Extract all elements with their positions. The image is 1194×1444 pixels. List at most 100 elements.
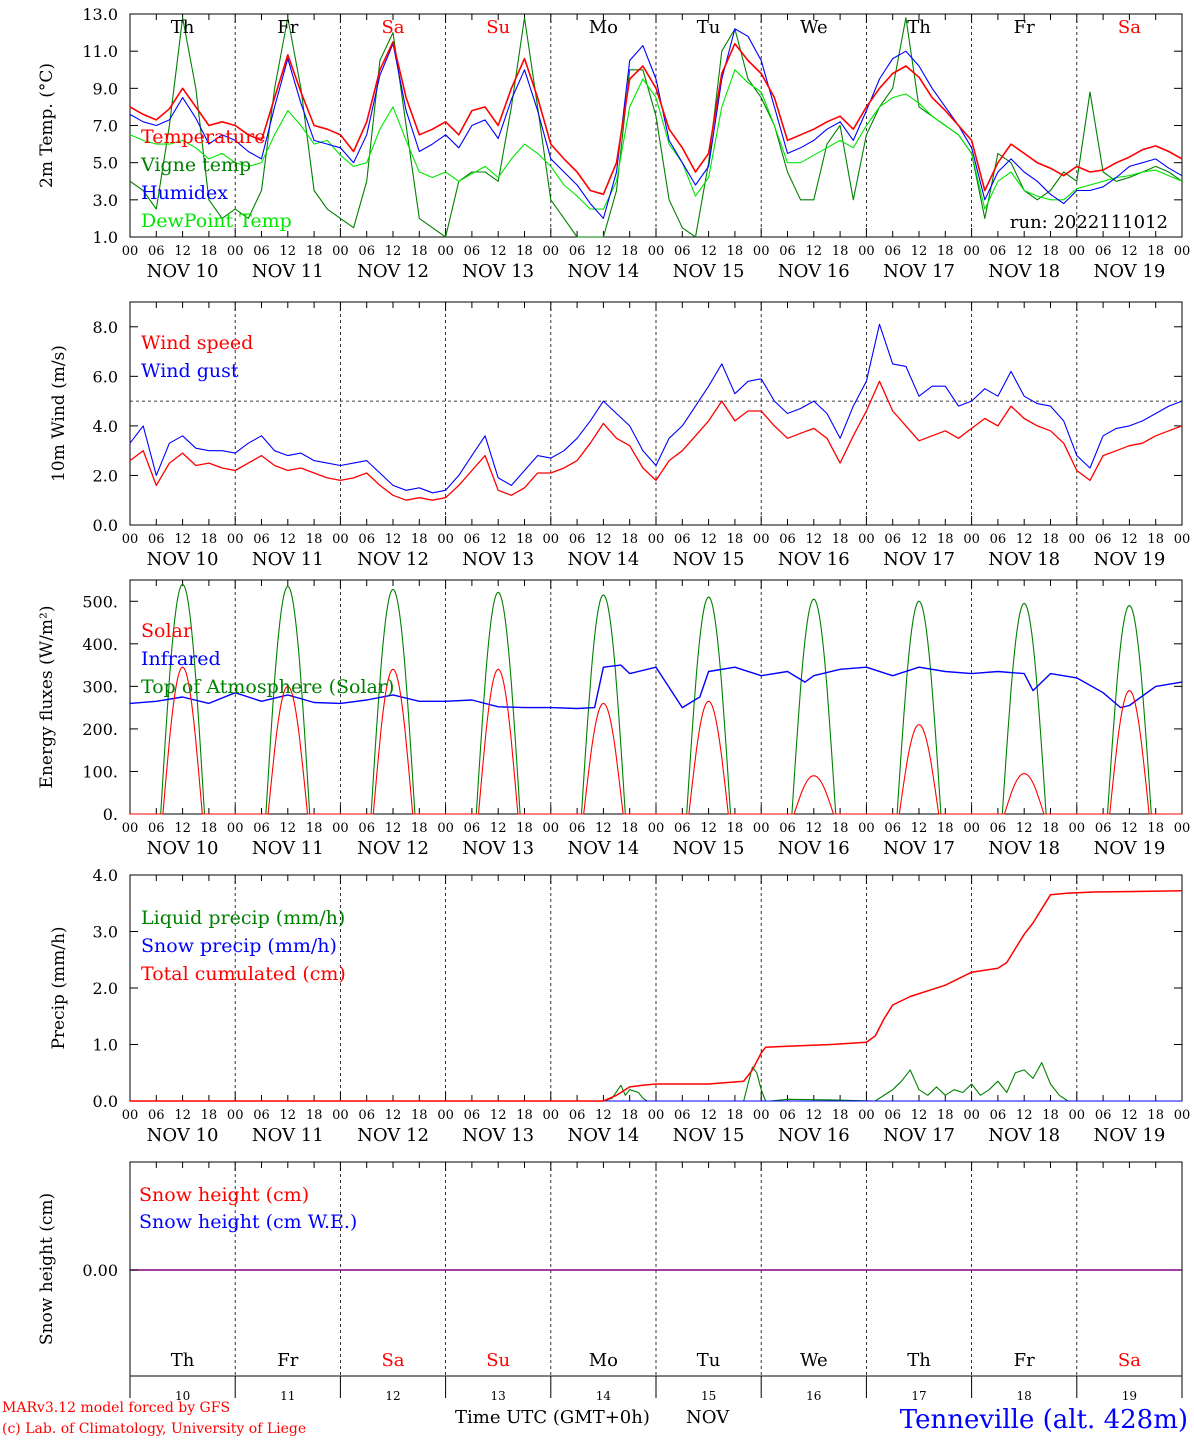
hour-tick-label: 06	[464, 244, 481, 259]
date-label: NOV 12	[357, 1125, 429, 1146]
y-tick-label: 8.0	[93, 318, 118, 337]
weekday-label: Fr	[1014, 1350, 1035, 1371]
legend-entry: Snow height (cm)	[139, 1184, 309, 1206]
hour-tick-label: 12	[911, 1108, 928, 1123]
hour-tick-label: 18	[1042, 1108, 1059, 1123]
hour-tick-label: 00	[227, 1108, 244, 1123]
hour-tick-label: 00	[332, 1108, 349, 1123]
legend-entry: Snow height (cm W.E.)	[139, 1211, 357, 1233]
hour-tick-label: 18	[516, 532, 533, 547]
y-tick-label: 2.0	[93, 979, 118, 998]
hour-tick-label: 18	[1147, 532, 1164, 547]
hour-tick-label: 06	[253, 532, 270, 547]
hour-tick-label: 06	[1095, 244, 1112, 259]
date-label: NOV 18	[988, 549, 1060, 570]
hour-tick-label: 00	[753, 532, 770, 547]
y-tick-label: 13.0	[82, 5, 118, 24]
temperature-line	[129, 41, 1183, 196]
hour-tick-label: 18	[1042, 532, 1059, 547]
hour-tick-label: 00	[227, 532, 244, 547]
y-tick-label: 100.	[82, 762, 118, 781]
hour-tick-label: 06	[990, 1108, 1007, 1123]
hour-tick-label: 00	[543, 1108, 560, 1123]
weekday-label: We	[800, 17, 828, 38]
dewpoint-line	[129, 69, 1183, 210]
day-number-label: 17	[911, 1389, 926, 1403]
footer: MARv3.12 model forced by GFS (c) Lab. of…	[2, 1400, 1188, 1437]
hour-tick-label: 18	[1147, 1108, 1164, 1123]
y-tick-label: 3.0	[93, 923, 118, 942]
hour-tick-label: 06	[1095, 821, 1112, 836]
y-tick-label: 2.0	[93, 466, 118, 485]
date-label: NOV 10	[147, 549, 219, 570]
hour-tick-label: 18	[937, 532, 954, 547]
hour-tick-label: 12	[490, 532, 507, 547]
date-label: NOV 19	[1093, 261, 1165, 282]
hour-tick-label: 00	[963, 532, 980, 547]
hour-tick-label: 00	[1069, 532, 1086, 547]
hour-tick-label: 06	[779, 244, 796, 259]
hour-tick-label: 06	[464, 532, 481, 547]
hour-tick-label: 06	[569, 532, 586, 547]
panel-wind: 0.0 2.0 4.0 6.0 8.0 00 06 12 18 00 06 12 18 00 06 12 18 0…	[49, 301, 1190, 570]
hour-tick-label: 00	[1069, 1108, 1086, 1123]
legend-entry: Temperature	[141, 126, 265, 148]
date-label: NOV 10	[147, 1125, 219, 1146]
hour-tick-label: 12	[385, 821, 402, 836]
plot-frame	[129, 301, 1183, 526]
legend-entry: Vigne temp	[140, 154, 251, 176]
hour-tick-label: 06	[779, 1108, 796, 1123]
y-tick-label: 4.0	[93, 417, 118, 436]
hour-tick-label: 12	[385, 532, 402, 547]
hour-tick-label: 18	[306, 244, 323, 259]
hour-tick-label: 00	[122, 244, 139, 259]
weekday-label: Th	[171, 17, 195, 38]
hour-tick-label: 00	[332, 244, 349, 259]
legend-entry: DewPoint Temp	[141, 210, 292, 232]
date-label: NOV 13	[462, 261, 534, 282]
hour-tick-label: 18	[727, 244, 744, 259]
hour-tick-label: 18	[1042, 244, 1059, 259]
date-label: NOV 15	[673, 549, 745, 570]
y-axis-label: Precip (mm/h)	[49, 926, 69, 1049]
hour-tick-label: 18	[201, 821, 218, 836]
hour-tick-label: 12	[1016, 244, 1033, 259]
hour-tick-label: 06	[779, 821, 796, 836]
legend-entry: Snow precip (mm/h)	[141, 935, 337, 957]
hour-tick-label: 12	[1016, 821, 1033, 836]
hour-tick-label: 12	[280, 1108, 297, 1123]
date-label: NOV 16	[778, 549, 850, 570]
weekday-label: Sa	[1118, 17, 1141, 38]
date-label: NOV 16	[778, 261, 850, 282]
hour-tick-label: 00	[122, 1108, 139, 1123]
hour-tick-label: 12	[700, 821, 717, 836]
date-label: NOV 16	[778, 838, 850, 859]
hour-tick-label: 00	[122, 532, 139, 547]
hour-tick-label: 06	[990, 532, 1007, 547]
hour-tick-label: 18	[516, 1108, 533, 1123]
hour-tick-label: 06	[253, 244, 270, 259]
hour-tick-label: 00	[1174, 244, 1191, 259]
plot-frame	[129, 13, 1183, 238]
day-number-label: 12	[385, 1389, 400, 1403]
hour-tick-label: 12	[385, 244, 402, 259]
weekday-label: Fr	[277, 1350, 298, 1371]
date-label: NOV 18	[988, 1125, 1060, 1146]
date-label: NOV 18	[988, 261, 1060, 282]
date-label: NOV 15	[673, 1125, 745, 1146]
hour-tick-label: 18	[832, 821, 849, 836]
hour-tick-label: 06	[884, 821, 901, 836]
hour-tick-label: 12	[911, 532, 928, 547]
y-tick-label: 0.0	[93, 1092, 118, 1111]
hour-tick-label: 00	[332, 532, 349, 547]
day-number-label: 11	[280, 1389, 295, 1403]
date-label: NOV 19	[1093, 1125, 1165, 1146]
date-label: NOV 10	[147, 261, 219, 282]
hour-tick-label: 18	[306, 1108, 323, 1123]
date-label: NOV 12	[357, 838, 429, 859]
hour-tick-label: 06	[253, 1108, 270, 1123]
weekday-label: Tu	[697, 17, 721, 38]
day-number-label: 14	[596, 1389, 612, 1403]
credit-line-1: MARv3.12 model forced by GFS	[2, 1400, 230, 1416]
hour-tick-label: 00	[753, 821, 770, 836]
